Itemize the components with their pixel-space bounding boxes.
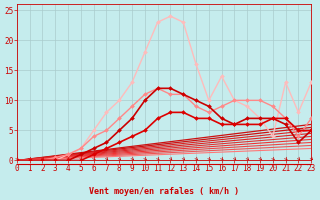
X-axis label: Vent moyen/en rafales ( km/h ): Vent moyen/en rafales ( km/h )	[89, 187, 239, 196]
